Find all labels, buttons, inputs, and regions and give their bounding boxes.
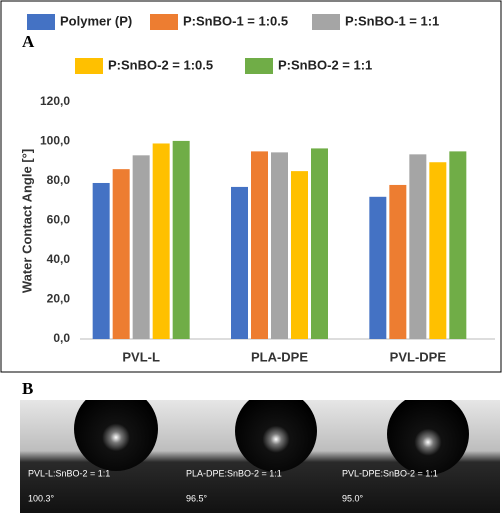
bar <box>231 186 248 339</box>
bar <box>132 155 150 339</box>
bar <box>271 152 288 339</box>
bar <box>311 148 328 339</box>
y-tick-label: 120,0 <box>40 94 70 108</box>
bar <box>389 184 407 339</box>
legend-label: P:SnBO-2 = 1:1 <box>278 57 372 72</box>
image-angle: 96.5° <box>186 493 208 503</box>
legend-label: P:SnBO-1 = 1:1 <box>345 13 439 28</box>
bar <box>369 196 387 339</box>
legend-label: P:SnBO-2 = 1:0.5 <box>108 57 213 72</box>
y-axis-label: Water Contact Angle [°] <box>19 149 34 293</box>
panel-label: A <box>22 32 35 51</box>
y-tick-label: 20,0 <box>47 292 71 306</box>
bar <box>409 154 427 339</box>
y-tick-label: 60,0 <box>47 213 71 227</box>
y-tick-label: 80,0 <box>47 173 71 187</box>
bar <box>251 151 268 339</box>
legend-swatch <box>75 58 103 74</box>
bar <box>152 143 170 339</box>
image-label: PVL-L:SnBO-2 = 1:1 <box>28 468 110 478</box>
image-angle: 100.3° <box>28 493 55 503</box>
bar <box>112 169 130 339</box>
photo <box>20 400 500 513</box>
legend-label: Polymer (P) <box>60 13 132 28</box>
bar <box>429 162 447 339</box>
image-label: PLA-DPE:SnBO-2 = 1:1 <box>186 468 282 478</box>
panel-label: B <box>22 379 33 398</box>
y-tick-label: 100,0 <box>40 134 70 148</box>
legend-label: P:SnBO-1 = 1:0.5 <box>183 13 288 28</box>
bar <box>92 182 110 339</box>
legend-swatch <box>150 14 178 30</box>
x-tick-label: PVL-DPE <box>390 349 447 364</box>
droplet <box>235 400 317 472</box>
bar <box>172 140 190 339</box>
legend-swatch <box>312 14 340 30</box>
x-tick-label: PLA-DPE <box>251 349 308 364</box>
bar <box>449 151 467 339</box>
y-tick-label: 0,0 <box>53 331 70 345</box>
image-angle: 95.0° <box>342 493 364 503</box>
panel-a-border <box>0 0 502 373</box>
bar <box>291 171 308 339</box>
legend-swatch <box>245 58 273 74</box>
droplet <box>74 400 158 471</box>
droplet <box>387 400 469 475</box>
x-tick-label: PVL-L <box>122 349 160 364</box>
y-tick-label: 40,0 <box>47 252 71 266</box>
legend-swatch <box>27 14 55 30</box>
image-label: PVL-DPE:SnBO-2 = 1:1 <box>342 468 438 478</box>
